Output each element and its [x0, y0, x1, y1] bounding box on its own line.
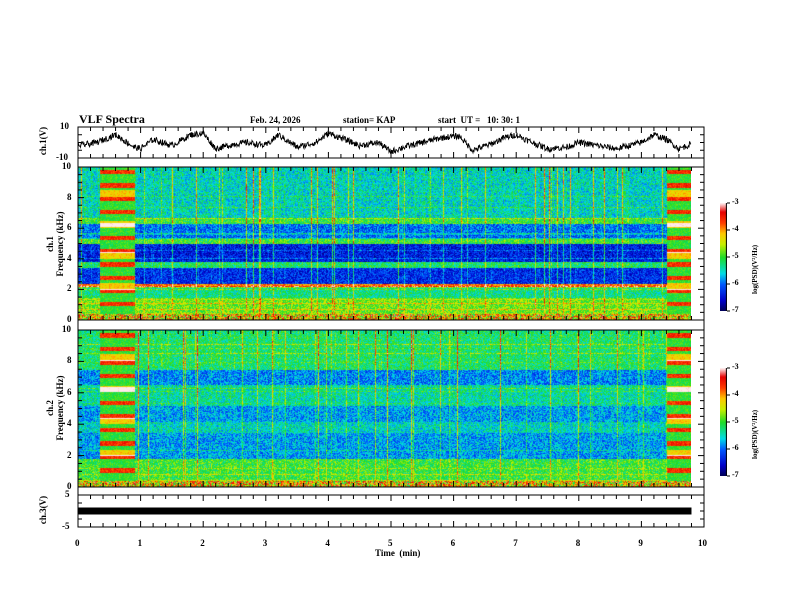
freq-tick-label: 10 [62, 324, 71, 334]
time-tick-label: 7 [513, 538, 518, 548]
ch1-colorbar-tick-label: -3 [732, 197, 739, 206]
freq-tick-label: 8 [67, 355, 72, 366]
freq-tick-label: 6 [67, 386, 72, 397]
freq-tick-label: 2 [67, 283, 72, 294]
time-tick-label: 9 [638, 538, 643, 548]
date-label: Feb. 24, 2026 [250, 115, 301, 125]
ch2-spectrogram-heatmap [78, 330, 691, 487]
time-tick-label: 3 [262, 538, 268, 548]
ch2-spectrogram-frame [77, 329, 705, 488]
freq-tick-label: 4 [67, 252, 72, 263]
ch1-ytick-bottom: -10 [56, 152, 68, 162]
ch1-colorbar-tick-label: -4 [732, 224, 739, 233]
ch1-spectrogram-frame [77, 166, 705, 321]
ch3-ytick-bottom: -5 [62, 521, 70, 531]
freq-tick-label: 0 [67, 481, 72, 491]
ch1-colorbar [720, 203, 727, 311]
station-label: station= KAP [343, 115, 396, 125]
ch1-colorbar-tick-label: -5 [732, 251, 739, 260]
freq-tick-label: 0 [67, 314, 72, 324]
freq-tick-label: 10 [62, 161, 71, 171]
ch2-colorbar-tick-label: -5 [732, 416, 739, 425]
ch3-waveform-line [78, 507, 692, 515]
ch1-colorbar-tick-label: -7 [732, 305, 739, 314]
freq-tick-label: 4 [67, 418, 72, 429]
time-tick-label: 2 [200, 538, 205, 548]
ch2-colorbar-tick-label: -3 [732, 362, 739, 371]
time-tick-label: 0 [75, 538, 80, 548]
ch1-colorbar-tick-label: -6 [732, 278, 739, 287]
ch2-colorbar [720, 368, 727, 476]
start-time-label: start UT = 10: 30: 1 [438, 115, 520, 125]
freq-tick-label: 6 [67, 222, 72, 233]
ch1-spectrogram-heatmap [78, 167, 691, 320]
time-tick-label: 10 [698, 538, 707, 548]
time-tick-label: 4 [325, 538, 330, 548]
ch2-colorbar-tick-label: -4 [732, 389, 739, 398]
ch1-waveform-line [77, 129, 692, 155]
time-tick-label: 1 [137, 538, 143, 548]
freq-tick-label: 8 [67, 191, 72, 202]
ch2-colorbar-tick-label: -6 [732, 443, 739, 452]
time-tick-label: 6 [450, 538, 456, 548]
ch2-colorbar-tick-label: -7 [732, 470, 739, 479]
time-tick-label: 8 [575, 538, 581, 548]
time-tick-label: 5 [388, 538, 393, 548]
ch1-ytick-top: 10 [60, 121, 69, 131]
x-axis-label: Time (min) [375, 548, 421, 558]
plot-title: VLF Spectra [79, 112, 145, 126]
freq-tick-label: 2 [67, 449, 72, 460]
ch3-ytick-top: 5 [65, 489, 70, 499]
